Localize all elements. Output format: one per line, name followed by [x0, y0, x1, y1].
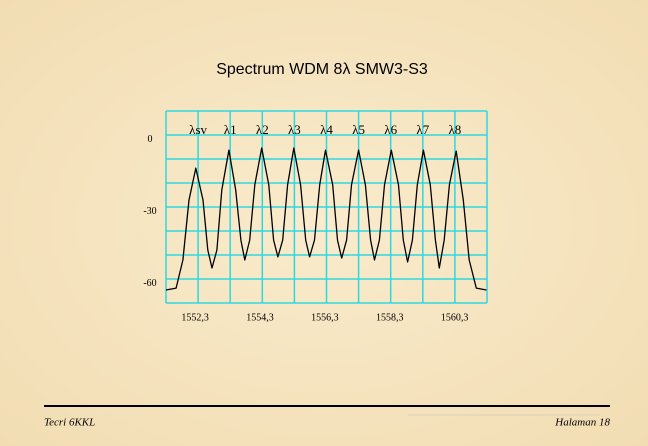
y-tick-label: -30 [143, 206, 156, 217]
peak-label: λ6 [384, 122, 397, 137]
peak-label: λsv [189, 122, 207, 137]
chart-title: Spectrum WDM 8λ SMW3-S3 [216, 61, 428, 78]
x-tick-label: 1554,3 [246, 312, 274, 323]
y-tick-label: 0 [148, 134, 153, 145]
x-tick-label: 1560,3 [441, 312, 469, 323]
spectrum-line [165, 147, 487, 291]
x-tick-label: 1556,3 [311, 312, 339, 323]
x-tick-label: 1558,3 [376, 312, 404, 323]
footer-right: Halaman 18 [554, 417, 610, 429]
y-tick-label: -60 [143, 278, 156, 289]
peak-label: λ2 [256, 122, 269, 137]
peak-label: λ1 [224, 122, 237, 137]
grid [165, 110, 488, 304]
peak-label: λ7 [416, 122, 429, 137]
peak-label: λ8 [448, 122, 461, 137]
peak-label: λ5 [352, 122, 365, 137]
x-tick-label: 1552,3 [181, 312, 209, 323]
footer-left: Tecri 6KKL [44, 417, 95, 429]
peak-label: λ3 [288, 122, 301, 137]
peak-label: λ4 [320, 122, 333, 137]
